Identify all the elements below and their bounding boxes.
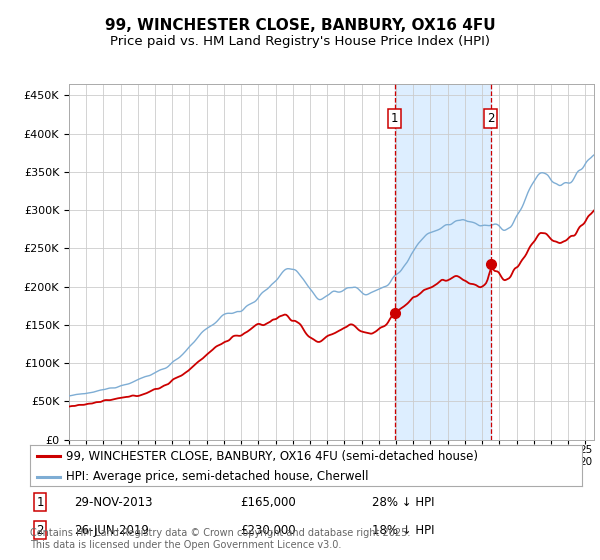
Text: HPI: Average price, semi-detached house, Cherwell: HPI: Average price, semi-detached house,… [66, 470, 368, 483]
Text: £165,000: £165,000 [240, 496, 296, 509]
Text: 28% ↓ HPI: 28% ↓ HPI [372, 496, 435, 509]
Text: 29-NOV-2013: 29-NOV-2013 [74, 496, 152, 509]
Text: 26-JUN-2019: 26-JUN-2019 [74, 524, 149, 537]
Text: 2: 2 [36, 524, 44, 537]
Text: 1: 1 [391, 112, 398, 125]
Text: 99, WINCHESTER CLOSE, BANBURY, OX16 4FU: 99, WINCHESTER CLOSE, BANBURY, OX16 4FU [104, 18, 496, 33]
Text: 2: 2 [487, 112, 494, 125]
Bar [395, 84, 491, 440]
Text: Price paid vs. HM Land Registry's House Price Index (HPI): Price paid vs. HM Land Registry's House … [110, 35, 490, 48]
Text: £230,000: £230,000 [240, 524, 295, 537]
Text: 18% ↓ HPI: 18% ↓ HPI [372, 524, 435, 537]
Text: Contains HM Land Registry data © Crown copyright and database right 2025.
This d: Contains HM Land Registry data © Crown c… [30, 528, 410, 550]
Text: 1: 1 [36, 496, 44, 509]
Text: 99, WINCHESTER CLOSE, BANBURY, OX16 4FU (semi-detached house): 99, WINCHESTER CLOSE, BANBURY, OX16 4FU … [66, 450, 478, 463]
